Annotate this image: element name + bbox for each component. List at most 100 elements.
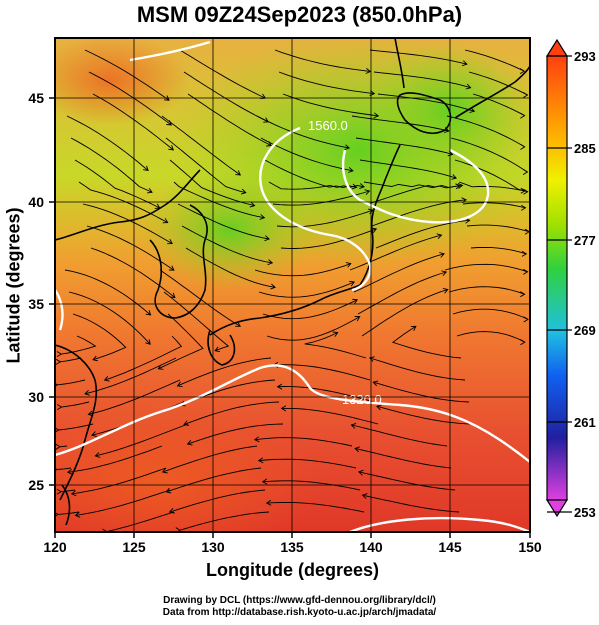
streamline — [472, 93, 525, 116]
streamline-arrowhead — [92, 355, 98, 362]
credit-data: Data from http://database.rish.kyoto-u.a… — [162, 607, 437, 618]
streamline-arrowhead — [441, 270, 448, 277]
taiwan-coast — [61, 484, 71, 526]
streamline-arrowhead — [348, 167, 354, 173]
streamline-arrowhead — [359, 183, 365, 190]
streamline — [68, 291, 151, 345]
streamline-arrowhead — [520, 112, 526, 119]
credit-drawing: Drawing by DCL (https://www.gfd-dennou.o… — [163, 595, 436, 606]
streamline-arrowhead — [520, 339, 526, 346]
streamline — [72, 313, 127, 361]
streamline-arrowhead — [267, 259, 274, 266]
kuril-coast — [454, 65, 530, 119]
streamline — [452, 308, 529, 320]
streamline — [75, 489, 171, 516]
colorbar-tick-label: 253 — [574, 505, 596, 520]
streamline — [266, 316, 360, 341]
streamline — [82, 203, 173, 244]
streamline — [165, 137, 246, 194]
streamline — [159, 269, 241, 327]
streamline-arrowhead — [523, 188, 529, 195]
streamline — [61, 489, 76, 493]
streamline — [464, 49, 525, 72]
streamline — [363, 181, 461, 189]
streamline — [362, 494, 460, 513]
streamline-arrowhead — [344, 144, 351, 151]
sakhalin-coast — [394, 38, 405, 89]
streamline — [104, 335, 183, 381]
streamline — [277, 386, 375, 403]
streamline — [254, 263, 351, 277]
streamline — [161, 115, 241, 176]
streamline — [391, 325, 462, 359]
streamline-arrowhead — [523, 268, 529, 275]
streamline — [373, 71, 471, 89]
streamline — [169, 489, 266, 513]
streamline-arrowhead — [410, 325, 417, 331]
x-tick-label: 140 — [359, 539, 383, 555]
streamline-arrowhead — [147, 187, 153, 194]
streamline — [106, 511, 175, 532]
streamline-arrowhead — [522, 92, 529, 98]
streamline-arrowhead — [74, 511, 81, 518]
streamline — [448, 286, 525, 295]
contour-label-1560: 1560.0 — [308, 118, 348, 133]
x-tick-label: 150 — [518, 539, 542, 555]
streamline-arrowhead — [162, 218, 169, 224]
streamline-arrowhead — [280, 405, 287, 412]
streamline-arrowhead — [55, 443, 61, 450]
streamline — [78, 181, 168, 223]
streamline-arrowhead — [55, 382, 59, 387]
streamline — [88, 379, 181, 415]
streamline — [86, 225, 175, 271]
streamline — [88, 71, 172, 126]
streamline-arrowhead — [261, 478, 268, 485]
streamline — [57, 379, 86, 386]
streamline-arrowhead — [372, 380, 379, 387]
streamline — [67, 445, 163, 473]
streamline-arrowhead — [350, 422, 357, 429]
y-tick-label: 35 — [28, 296, 44, 312]
x-tick-label: 145 — [438, 539, 462, 555]
streamline — [173, 181, 265, 219]
streamline-arrowhead — [368, 356, 375, 362]
streamline-arrowhead — [161, 467, 168, 474]
contour-1560 — [259, 126, 490, 292]
streamline-arrowhead — [235, 321, 241, 327]
streamline-arrowhead — [519, 68, 526, 75]
streamline — [351, 115, 449, 132]
streamline-arrowhead — [461, 60, 468, 67]
axis-ticks — [49, 97, 531, 538]
streamline-arrowhead — [376, 404, 382, 411]
japan-coast — [209, 144, 401, 336]
streamline — [162, 445, 258, 473]
contour-label-1320: 1320.0 — [342, 392, 382, 407]
colorbar-tick-label: 285 — [574, 141, 596, 156]
streamline — [369, 49, 468, 65]
map-title: MSM 09Z24Sep2023 (850.0hPa) — [136, 2, 463, 27]
streamline — [281, 407, 379, 425]
x-tick-label: 120 — [43, 539, 67, 555]
streamline-arrowhead — [443, 127, 450, 133]
streamline — [357, 271, 447, 315]
streamline — [274, 49, 371, 72]
streamline — [280, 228, 377, 249]
streamline-arrowhead — [87, 410, 94, 417]
streamline-arrowhead — [442, 287, 449, 294]
streamline — [276, 209, 374, 228]
streamline-arrowhead — [371, 227, 378, 234]
streamline — [450, 137, 528, 173]
streamline — [377, 93, 475, 112]
streamline — [163, 291, 230, 352]
streamline-arrowhead — [352, 298, 358, 305]
streamline-arrowhead — [214, 346, 221, 353]
streamline — [358, 471, 456, 491]
streamline — [177, 203, 270, 240]
streamline-arrowhead — [523, 316, 529, 323]
streamline-arrowhead — [154, 203, 161, 209]
streamline — [181, 225, 273, 264]
streamline — [92, 93, 174, 151]
streamline — [66, 115, 149, 171]
streamline-arrowhead — [332, 331, 339, 337]
